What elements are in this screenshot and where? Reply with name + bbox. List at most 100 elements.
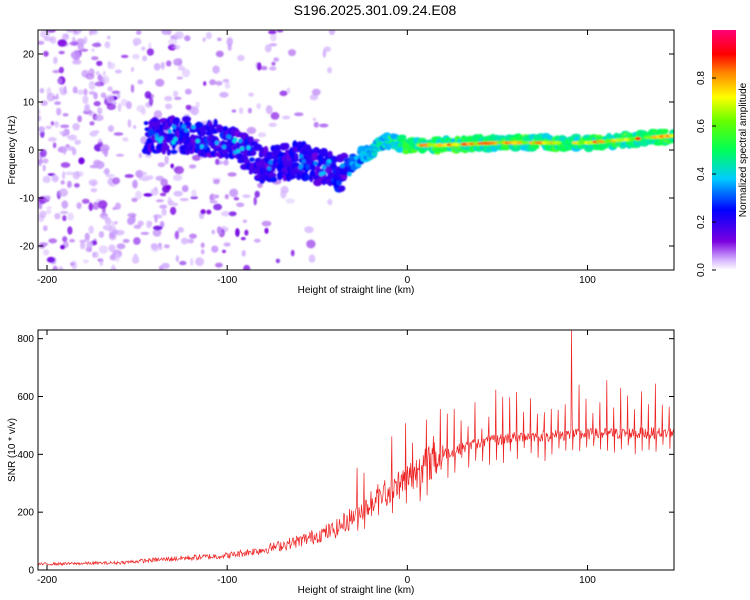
heatmap-cell bbox=[298, 165, 303, 170]
heatmap-cell bbox=[268, 122, 277, 128]
heatmap-cell bbox=[236, 148, 241, 154]
heatmap-cell bbox=[243, 264, 251, 270]
heatmap-cell bbox=[39, 210, 47, 219]
heatmap-cell bbox=[254, 190, 260, 198]
heatmap-cell bbox=[131, 197, 138, 203]
heatmap-cell bbox=[319, 147, 329, 157]
colorbar-ticks: 0.0 0.2 0.4 0.6 0.8 bbox=[696, 71, 716, 277]
heatmap-cell bbox=[58, 50, 65, 55]
heatmap-cell bbox=[132, 37, 142, 46]
heatmap-cell bbox=[78, 157, 85, 165]
heatmap-cell bbox=[313, 161, 318, 166]
y-tick-label: 0 bbox=[28, 146, 34, 157]
heatmap-cell bbox=[250, 150, 256, 156]
heatmap-cell bbox=[70, 262, 75, 266]
heatmap-cell bbox=[107, 62, 116, 70]
heatmap-cell bbox=[240, 237, 246, 241]
x-tick-label: 0 bbox=[405, 275, 411, 286]
heatmap-cell bbox=[215, 80, 223, 86]
heatmap-cell bbox=[200, 249, 205, 255]
heatmap-cell bbox=[190, 257, 194, 267]
heatmap-cell bbox=[89, 81, 94, 85]
heatmap-cell bbox=[84, 232, 90, 241]
heatmap-cell bbox=[116, 243, 126, 250]
heatmap-cell bbox=[282, 142, 290, 150]
heatmap-cell bbox=[159, 192, 167, 197]
heatmap-cell bbox=[183, 121, 192, 127]
x-tick-label: -200 bbox=[37, 275, 57, 286]
heatmap-cell bbox=[167, 200, 174, 206]
heatmap-cell bbox=[256, 62, 262, 71]
heatmap-cell bbox=[181, 68, 191, 78]
heatmap-cell bbox=[69, 41, 79, 46]
heatmap-cell bbox=[58, 188, 68, 197]
heatmap-cell bbox=[141, 46, 146, 51]
heatmap-cell bbox=[214, 140, 220, 146]
heatmap-cell bbox=[227, 134, 232, 140]
heatmap-cell bbox=[304, 226, 314, 234]
heatmap-cell bbox=[92, 130, 100, 134]
heatmap-cell bbox=[227, 172, 237, 177]
heatmap-cell bbox=[397, 134, 407, 140]
heatmap-cell bbox=[173, 45, 181, 50]
heatmap-cell bbox=[105, 174, 115, 178]
heatmap-cell bbox=[71, 60, 82, 64]
heatmap-cell bbox=[191, 124, 196, 130]
heatmap-cell bbox=[40, 129, 45, 138]
heatmap-cell bbox=[209, 79, 216, 86]
y-tick-label: 20 bbox=[23, 50, 35, 61]
heatmap-cell bbox=[328, 30, 336, 36]
heatmap-cell bbox=[100, 92, 107, 98]
heatmap-cell bbox=[166, 60, 172, 67]
heatmap-cell bbox=[224, 152, 229, 160]
heatmap-cell bbox=[173, 58, 183, 66]
x-tick-label: -200 bbox=[37, 575, 57, 586]
heatmap-cell bbox=[54, 101, 61, 105]
heatmap-cell bbox=[144, 91, 152, 99]
heatmap-cell bbox=[45, 195, 51, 200]
heatmap-cell bbox=[94, 81, 105, 87]
heatmap-cell bbox=[97, 141, 104, 147]
heatmap-cell bbox=[246, 126, 257, 135]
colorbar-label: Normalized spectral amplitude bbox=[738, 82, 749, 217]
heatmap-cell bbox=[120, 54, 129, 59]
heatmap-cell bbox=[247, 107, 252, 114]
heatmap-cell bbox=[237, 54, 245, 62]
heatmap-cell bbox=[337, 185, 346, 192]
heatmap-cell bbox=[59, 210, 69, 215]
heatmap-cell bbox=[174, 96, 182, 100]
heatmap-cell bbox=[191, 189, 197, 198]
chart-title: S196.2025.301.09.24.E08 bbox=[293, 2, 457, 18]
heatmap-cell bbox=[248, 92, 255, 97]
heatmap-cell bbox=[244, 229, 249, 236]
heatmap-cell bbox=[532, 144, 540, 150]
heatmap-cell bbox=[154, 186, 158, 192]
heatmap-cell bbox=[325, 162, 330, 167]
heatmap-cell bbox=[127, 119, 132, 128]
heatmap-cell bbox=[285, 198, 296, 204]
heatmap-cell bbox=[200, 131, 206, 137]
spectrogram-x-ticks: -200 -100 0 100 bbox=[37, 30, 596, 286]
heatmap-cell bbox=[174, 31, 184, 40]
heatmap-cell bbox=[91, 42, 102, 48]
heatmap-cell bbox=[81, 198, 90, 204]
heatmap-cell bbox=[54, 213, 61, 220]
heatmap-cell bbox=[241, 250, 246, 257]
heatmap-cell bbox=[85, 73, 95, 80]
heatmap-cell bbox=[55, 93, 59, 100]
colorbar-gradient bbox=[712, 30, 736, 270]
heatmap-cell bbox=[161, 262, 170, 269]
heatmap-cell bbox=[231, 109, 237, 113]
heatmap-cell bbox=[106, 35, 111, 40]
heatmap-cell bbox=[102, 70, 106, 76]
heatmap-cell bbox=[97, 74, 103, 81]
heatmap-cell bbox=[107, 86, 113, 92]
heatmap-cell bbox=[157, 162, 166, 168]
heatmap-cell bbox=[236, 202, 245, 208]
heatmap-cell bbox=[327, 198, 333, 206]
heatmap-cell bbox=[56, 107, 62, 116]
heatmap-cell bbox=[132, 53, 140, 60]
colorbar: 0.0 0.2 0.4 0.6 0.8 Normalized spectral ampl… bbox=[696, 30, 749, 277]
heatmap-cell bbox=[43, 225, 48, 232]
